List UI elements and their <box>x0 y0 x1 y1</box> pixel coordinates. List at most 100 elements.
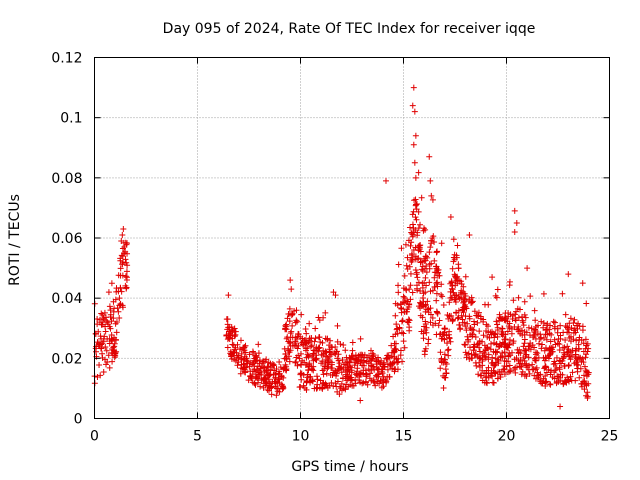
data-point <box>445 352 452 359</box>
data-point <box>541 347 548 354</box>
data-point <box>547 371 554 378</box>
data-point <box>542 378 549 385</box>
data-point <box>320 347 327 354</box>
data-point <box>565 376 572 383</box>
data-point <box>295 342 302 349</box>
data-point <box>407 282 414 289</box>
data-point <box>395 289 402 296</box>
data-point <box>422 327 429 334</box>
data-point <box>268 391 275 398</box>
data-point <box>285 353 292 360</box>
data-point <box>564 323 571 330</box>
data-point <box>566 320 573 327</box>
data-point <box>573 337 580 344</box>
data-point <box>579 355 586 362</box>
data-point <box>487 329 494 336</box>
data-point <box>412 266 419 273</box>
data-point <box>527 340 534 347</box>
data-point <box>296 384 303 391</box>
data-point <box>548 344 555 351</box>
data-point <box>446 328 453 335</box>
data-point <box>423 282 430 289</box>
data-point <box>106 323 113 330</box>
data-point <box>446 312 453 319</box>
data-point <box>317 377 324 384</box>
data-point <box>564 343 571 350</box>
data-point <box>123 268 130 275</box>
data-point <box>339 356 346 363</box>
data-point <box>94 315 101 322</box>
data-point <box>477 372 484 379</box>
data-point <box>244 358 251 365</box>
data-point <box>436 317 443 324</box>
data-point <box>565 352 572 359</box>
data-point <box>272 383 279 390</box>
data-point <box>429 235 436 241</box>
data-point <box>455 314 462 321</box>
data-point <box>578 358 585 365</box>
data-point <box>117 265 124 272</box>
data-point <box>292 358 299 365</box>
data-point <box>370 376 377 383</box>
data-point <box>401 272 408 279</box>
data-point <box>235 359 242 366</box>
data-point <box>501 362 508 369</box>
data-point <box>113 348 120 355</box>
data-point <box>471 321 478 328</box>
data-point <box>454 242 461 249</box>
data-point <box>119 231 126 238</box>
data-point <box>547 350 554 357</box>
data-point <box>103 317 110 324</box>
data-point <box>532 317 539 324</box>
data-point <box>312 356 319 363</box>
data-point <box>395 282 402 289</box>
data-point <box>388 342 395 349</box>
data-point <box>406 317 413 324</box>
data-point <box>94 321 101 328</box>
data-point <box>260 384 267 391</box>
data-point <box>117 257 124 264</box>
y-tick-label: 0 <box>74 412 83 428</box>
data-point <box>286 305 293 312</box>
data-point <box>426 279 433 286</box>
data-point <box>314 376 321 383</box>
data-point <box>412 196 419 203</box>
data-point <box>454 273 461 280</box>
data-point <box>574 368 581 375</box>
data-point <box>258 371 265 378</box>
data-point <box>428 237 435 244</box>
data-point <box>491 331 498 338</box>
data-point <box>494 286 501 293</box>
data-point <box>483 327 490 334</box>
data-point <box>357 360 364 367</box>
data-point <box>401 344 408 351</box>
data-point <box>105 289 112 296</box>
data-point <box>279 383 286 390</box>
data-point <box>400 338 407 345</box>
data-point <box>469 333 476 340</box>
data-point <box>460 295 467 302</box>
data-point <box>562 337 569 344</box>
data-point <box>545 355 552 362</box>
data-point <box>580 340 587 347</box>
data-point <box>250 349 257 356</box>
data-point <box>386 373 393 380</box>
data-point <box>523 373 530 380</box>
data-point <box>106 364 113 371</box>
data-point <box>276 376 283 383</box>
data-point <box>237 337 244 344</box>
data-point <box>534 350 541 357</box>
data-point <box>540 319 547 326</box>
data-point <box>542 363 549 370</box>
data-point <box>425 306 432 313</box>
data-point <box>296 355 303 362</box>
data-point <box>306 320 313 327</box>
data-point <box>384 366 391 373</box>
data-point <box>335 351 342 358</box>
data-point <box>493 318 500 325</box>
data-point <box>463 327 470 334</box>
data-point <box>575 345 582 352</box>
data-point <box>530 365 537 372</box>
data-point <box>427 319 434 326</box>
